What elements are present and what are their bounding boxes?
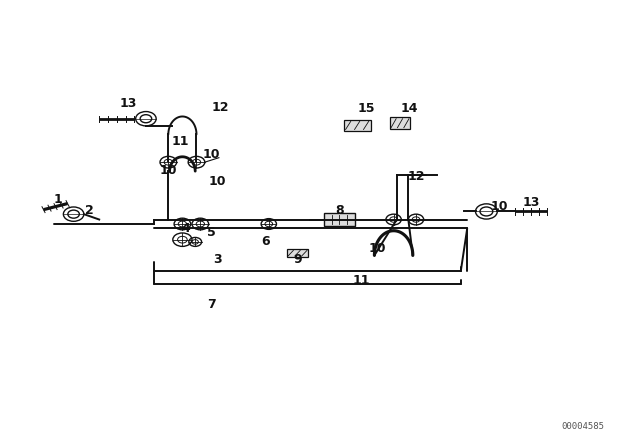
Text: 10: 10	[369, 242, 387, 255]
Text: 10: 10	[209, 175, 227, 188]
Bar	[287, 249, 308, 257]
Text: 5: 5	[207, 226, 216, 240]
Text: 11: 11	[353, 273, 371, 287]
Text: 15: 15	[357, 102, 375, 115]
Bar	[390, 117, 410, 129]
Text: 13: 13	[522, 196, 540, 209]
Text: 7: 7	[207, 298, 216, 311]
Text: 1: 1	[53, 193, 62, 206]
Text: 8: 8	[335, 204, 344, 217]
Text: 12: 12	[212, 101, 230, 114]
Text: 10: 10	[202, 148, 220, 161]
Text: 4: 4	[181, 222, 190, 235]
Bar	[344, 120, 371, 131]
Text: 13: 13	[119, 97, 137, 111]
Text: 12: 12	[407, 170, 425, 184]
Text: 3: 3	[213, 253, 222, 267]
Text: 9: 9	[293, 253, 302, 267]
Text: 6: 6	[261, 235, 270, 249]
Text: 2: 2	[85, 204, 94, 217]
Text: 00004585: 00004585	[562, 422, 605, 431]
Text: 10: 10	[159, 164, 177, 177]
Bar	[324, 213, 355, 226]
Text: 11: 11	[172, 134, 189, 148]
Text: 10: 10	[490, 199, 508, 213]
Text: 14: 14	[401, 102, 419, 115]
